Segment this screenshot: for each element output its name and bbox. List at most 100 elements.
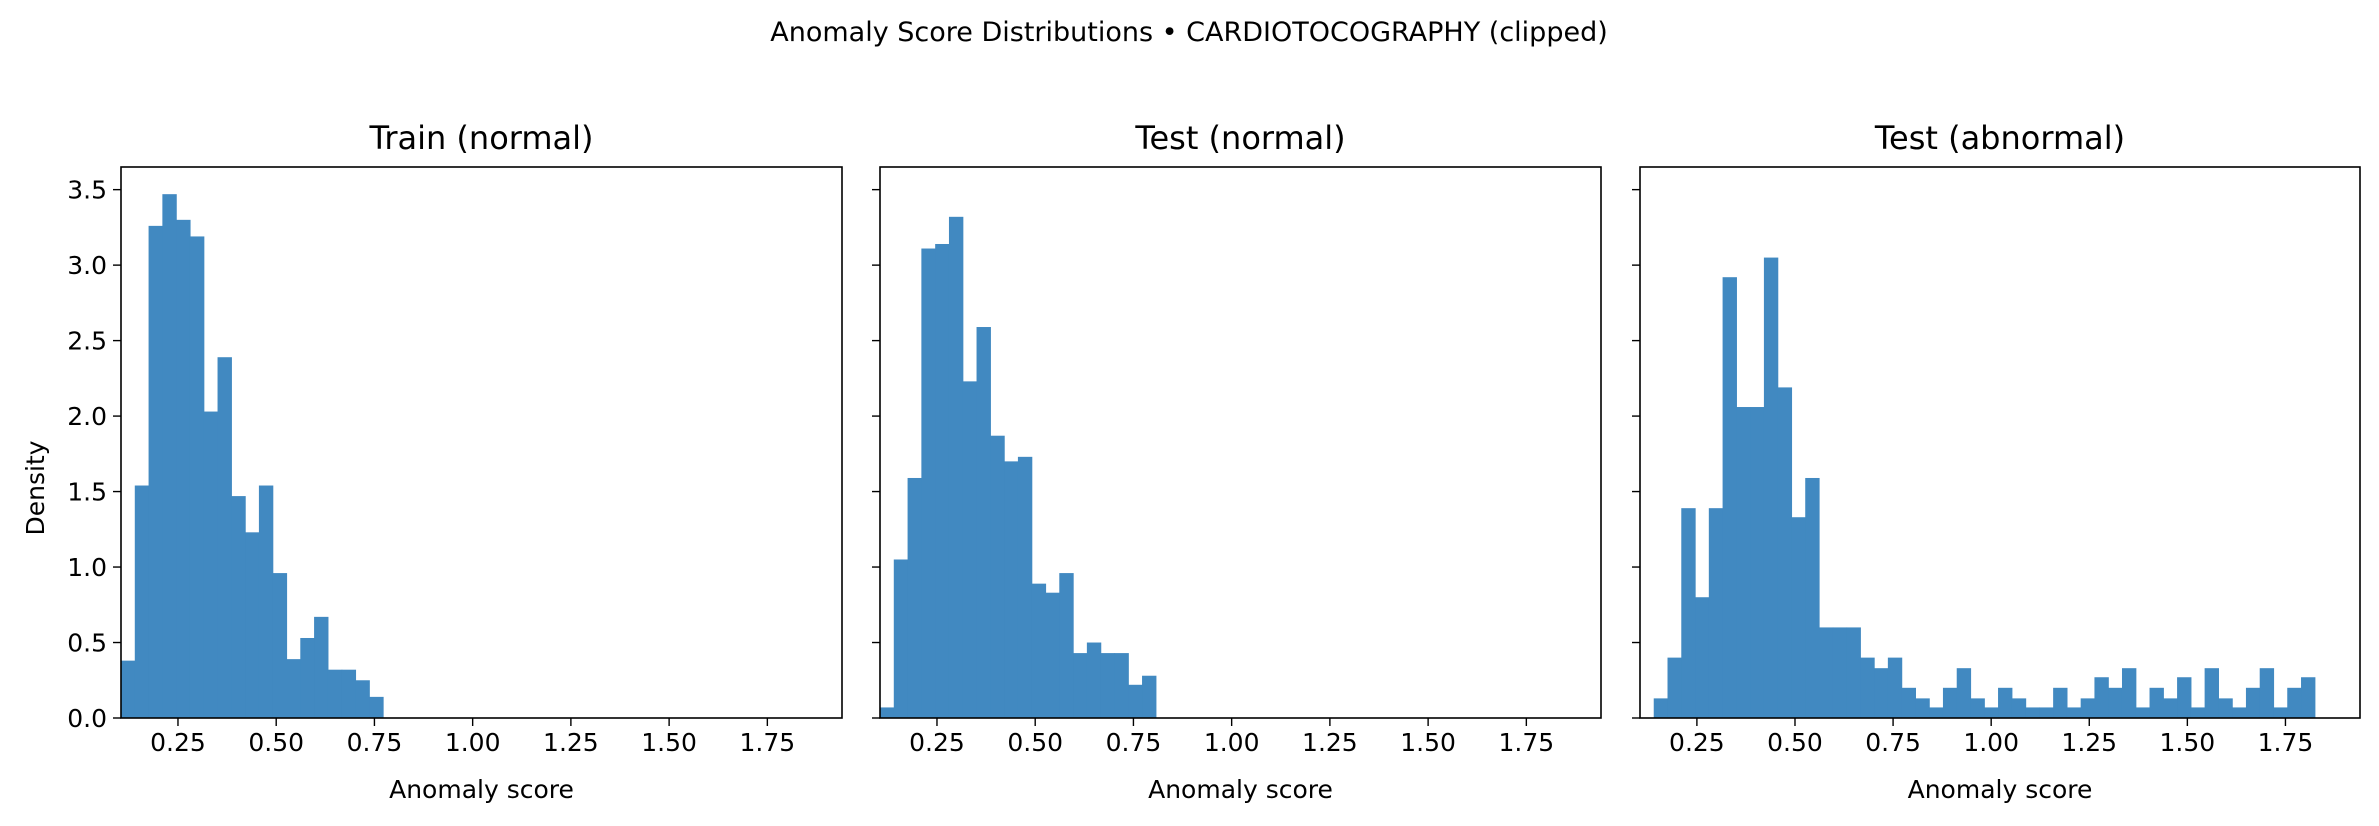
x-tick-label: 1.25 xyxy=(2061,728,2117,757)
histogram-bar xyxy=(2273,707,2288,718)
histogram-bar xyxy=(2066,707,2082,718)
x-tick-label: 1.75 xyxy=(2258,728,2314,757)
histogram-bar xyxy=(1114,653,1129,718)
histogram-bar xyxy=(2121,668,2137,718)
histogram-bar xyxy=(1681,508,1696,718)
panel-3: 0.25 0.50 0.75 1.00 1.25 1.50 1.75 Test (abnorm… xyxy=(1632,119,2361,804)
histogram-bar xyxy=(1708,508,1724,718)
x-tick-label: 1.75 xyxy=(740,728,796,757)
histogram-bar xyxy=(2135,707,2151,718)
x-tick-label: 1.25 xyxy=(1302,728,1358,757)
x-tick-label: 1.50 xyxy=(641,728,697,757)
histogram-bar xyxy=(1832,627,1848,718)
histogram-bar xyxy=(1887,657,1903,718)
x-tick-label: 0.75 xyxy=(1106,728,1162,757)
histogram-bar xyxy=(327,669,343,718)
histogram-bar xyxy=(1736,407,1751,718)
histogram-bar xyxy=(893,559,909,718)
histogram-bar xyxy=(2149,687,2164,718)
histogram-bar xyxy=(1860,657,1875,718)
histogram-bar xyxy=(217,357,232,718)
histogram-bar xyxy=(1142,675,1157,718)
panel-title: Train (normal) xyxy=(368,119,593,157)
histogram-bar xyxy=(2204,668,2219,718)
x-tick-label: 0.75 xyxy=(347,728,403,757)
x-tick-label: 0.25 xyxy=(909,728,965,757)
histogram-bar xyxy=(2259,668,2275,718)
histogram-bar xyxy=(134,485,150,718)
x-axis-label: Anomaly score xyxy=(1908,775,2093,804)
histogram-bar xyxy=(2053,687,2068,718)
histogram-bar xyxy=(355,680,370,718)
histogram-bar xyxy=(1846,627,1861,718)
histogram-bar xyxy=(314,616,329,718)
histogram-bar xyxy=(2287,687,2302,718)
histogram-bar xyxy=(1998,687,2013,718)
histogram-bar xyxy=(1984,707,1999,718)
histogram-bar xyxy=(1667,657,1682,718)
histogram-bar xyxy=(2039,707,2054,718)
histogram-bar xyxy=(272,573,288,718)
panel-1: 0.25 0.50 0.75 1.00 1.25 1.50 1.75 0.0 0.5 1.0 1.5… xyxy=(67,119,843,804)
histogram-bar xyxy=(369,696,384,718)
histogram-bar xyxy=(2232,707,2247,718)
histogram-bar xyxy=(1045,592,1060,718)
histogram-bar xyxy=(2218,698,2233,718)
panel-title: Test (normal) xyxy=(1134,119,1345,157)
x-tick-label: 1.00 xyxy=(1204,728,1260,757)
histogram-bar xyxy=(935,243,950,718)
x-tick-label: 1.50 xyxy=(1400,728,1456,757)
histogram-bar xyxy=(1929,707,1944,718)
histogram-bar xyxy=(1805,477,1820,718)
histogram-bar xyxy=(1073,653,1088,718)
y-tick-label: 2.5 xyxy=(67,327,107,356)
histogram-bar xyxy=(1819,627,1834,718)
histogram-bars xyxy=(121,194,384,718)
y-tick-label: 3.0 xyxy=(67,251,107,280)
x-tick-label: 0.50 xyxy=(1767,728,1823,757)
x-tick-label: 1.75 xyxy=(1499,728,1555,757)
histogram-bar xyxy=(1004,461,1019,718)
histogram-bar xyxy=(1017,456,1033,718)
histogram-bar xyxy=(2301,677,2316,718)
histogram-bar xyxy=(2080,698,2096,718)
y-tick-label: 3.5 xyxy=(67,176,107,205)
histogram-bar xyxy=(162,194,177,718)
plot-frame xyxy=(120,166,843,719)
panels-group: 0.25 0.50 0.75 1.00 1.25 1.50 1.75 0.0 0.5 1.0 1.5… xyxy=(67,119,2361,804)
x-tick-label: 1.50 xyxy=(2160,728,2216,757)
histogram-bar xyxy=(1128,684,1143,718)
histogram-bar xyxy=(2177,677,2192,718)
histogram-bar xyxy=(2163,698,2178,718)
y-tick-label: 2.0 xyxy=(67,402,107,431)
histogram-bar xyxy=(121,660,136,718)
histogram-bar xyxy=(2094,677,2109,718)
histogram-bar xyxy=(1777,387,1793,718)
x-tick-label: 1.25 xyxy=(543,728,599,757)
y-axis-label: Density xyxy=(21,440,50,535)
histogram-bar xyxy=(1059,573,1074,718)
histogram-bar xyxy=(907,477,922,718)
histogram-bar xyxy=(341,669,357,718)
x-tick-label: 0.25 xyxy=(150,728,206,757)
histogram-bar xyxy=(1763,257,1779,718)
histogram-bar xyxy=(1791,517,1806,718)
histogram-bars xyxy=(880,216,1157,718)
histogram-bar xyxy=(880,707,895,718)
histogram-bar xyxy=(948,216,964,718)
histogram-bar xyxy=(2025,707,2040,718)
histogram-bar xyxy=(2011,698,2027,718)
histogram-bar xyxy=(2108,687,2123,718)
histogram-bars xyxy=(1653,257,2316,718)
histogram-bar xyxy=(1901,687,1916,718)
y-tick-label: 0.0 xyxy=(67,704,107,733)
x-axis-label: Anomaly score xyxy=(1148,775,1333,804)
histogram-bar xyxy=(2190,707,2206,718)
histogram-bar xyxy=(1653,698,1669,718)
histogram-bar xyxy=(203,411,219,718)
histogram-bar xyxy=(1942,687,1958,718)
histogram-bar xyxy=(921,248,936,718)
histogram-bar xyxy=(1750,407,1765,718)
histogram-bar xyxy=(1915,698,1930,718)
histogram-bar xyxy=(286,659,301,718)
